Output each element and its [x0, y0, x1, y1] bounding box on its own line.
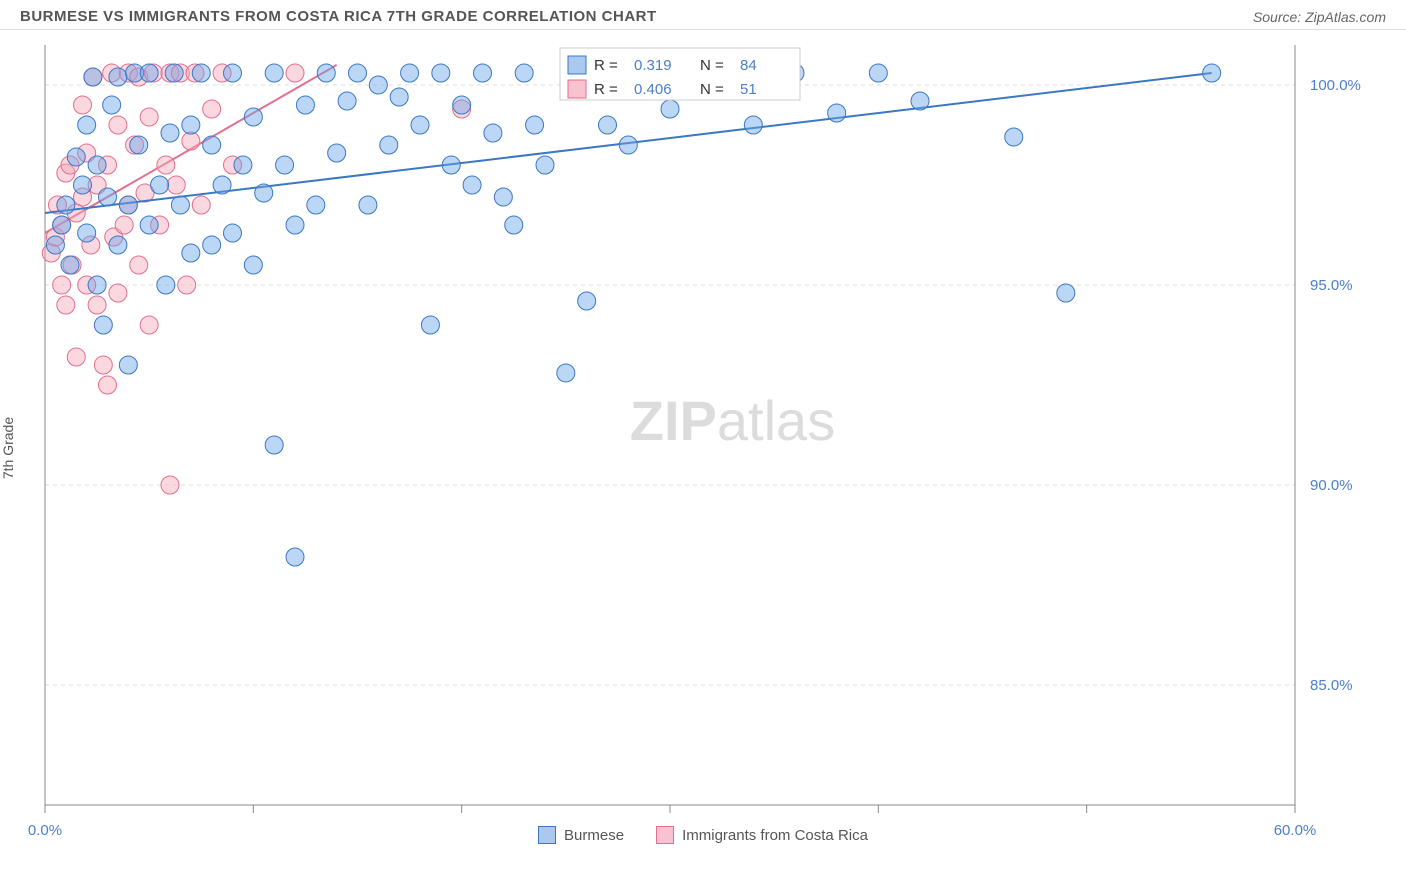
y-axis-label: 7th Grade	[0, 417, 16, 479]
legend: Burmese Immigrants from Costa Rica	[0, 826, 1406, 844]
svg-text:0.406: 0.406	[634, 81, 672, 98]
svg-text:51: 51	[740, 81, 757, 98]
svg-text:95.0%: 95.0%	[1310, 277, 1353, 294]
legend-swatch	[656, 826, 674, 844]
scatter-plot: 85.0%90.0%95.0%100.0%0.0%60.0%ZIPatlasR …	[0, 30, 1406, 850]
svg-text:N =: N =	[700, 57, 724, 74]
legend-item: Immigrants from Costa Rica	[656, 826, 868, 844]
svg-text:100.0%: 100.0%	[1310, 77, 1361, 94]
svg-text:0.319: 0.319	[634, 57, 672, 74]
svg-text:90.0%: 90.0%	[1310, 477, 1353, 494]
svg-text:84: 84	[740, 57, 757, 74]
svg-text:R =: R =	[594, 57, 618, 74]
chart-header: BURMESE VS IMMIGRANTS FROM COSTA RICA 7T…	[0, 0, 1406, 30]
legend-swatch	[538, 826, 556, 844]
svg-text:R =: R =	[594, 81, 618, 98]
chart-title: BURMESE VS IMMIGRANTS FROM COSTA RICA 7T…	[20, 8, 657, 25]
legend-label: Burmese	[564, 827, 624, 844]
legend-label: Immigrants from Costa Rica	[682, 827, 868, 844]
svg-text:ZIPatlas: ZIPatlas	[630, 389, 835, 452]
legend-item: Burmese	[538, 826, 624, 844]
chart-source: Source: ZipAtlas.com	[1253, 9, 1386, 25]
svg-text:N =: N =	[700, 81, 724, 98]
svg-text:85.0%: 85.0%	[1310, 677, 1353, 694]
chart-area: 7th Grade 85.0%90.0%95.0%100.0%0.0%60.0%…	[0, 30, 1406, 850]
